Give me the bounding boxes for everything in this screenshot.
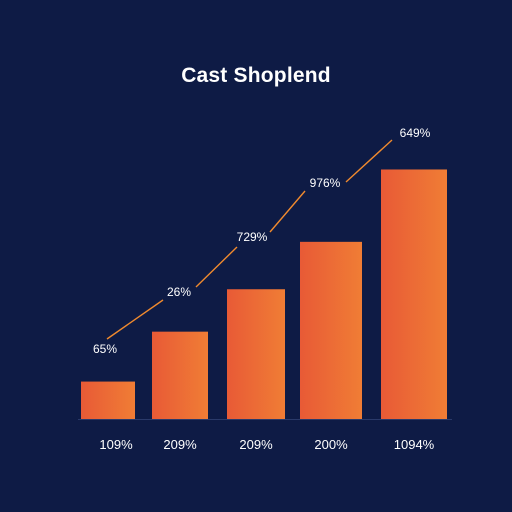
data-label-1: 65% (93, 342, 117, 356)
chart-title: Cast Shoplend (181, 64, 331, 87)
data-label-4: 976% (310, 176, 341, 190)
bar-3 (227, 289, 285, 419)
bar-4 (300, 241, 362, 419)
x-tick-label-1: 109% (99, 437, 133, 452)
x-tick-label-2: 209% (163, 437, 197, 452)
trend-line-segment-3 (269, 190, 306, 233)
bar-5 (381, 169, 447, 419)
x-tick-label-3: 209% (239, 437, 273, 452)
x-tick-label-4: 200% (314, 437, 348, 452)
bar-1 (81, 381, 135, 419)
bar-2 (152, 331, 208, 419)
trend-line-segment-2 (195, 246, 238, 288)
data-label-2: 26% (167, 285, 191, 299)
x-tick-label-5: 1094% (394, 437, 435, 452)
data-label-5: 649% (400, 126, 431, 140)
trend-line-segment-4 (345, 139, 393, 183)
trend-line-segment-1 (106, 299, 164, 340)
data-label-3: 729% (237, 230, 268, 244)
